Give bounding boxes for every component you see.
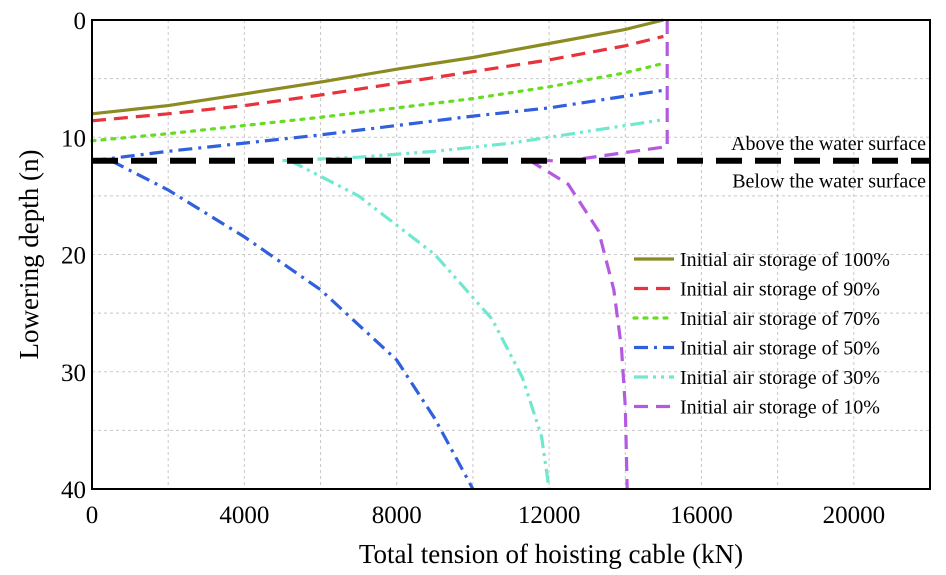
grid-layer [92,20,930,489]
annotation-1: Above the water surface [731,133,926,155]
x-tick-label: 20000 [823,502,886,529]
x-axis-label: Total tension of hoisting cable (kN) [359,539,743,569]
series-line-6 [524,20,669,490]
annotation-2: Below the water surface [732,171,926,193]
legend-label-6: Initial air storage of 10% [680,397,880,419]
x-tick-label: 4000 [219,502,269,529]
x-tick-label: 0 [86,502,99,529]
y-axis-label: Lowering depth (n) [14,150,44,360]
legend-label-5: Initial air storage of 30% [680,367,880,389]
x-tick-label: 12000 [518,502,581,529]
legend-label-2: Initial air storage of 90% [680,279,880,301]
annotation-layer: Above the water surface Below the water s… [731,133,926,193]
tick-layer: 0 4000 8000 12000 16000 20000 0 10 20 30 40 [61,8,885,529]
y-tick-label: 30 [61,360,86,387]
legend-label-3: Initial air storage of 70% [680,308,880,330]
plot-frame [91,19,931,490]
y-tick-label: 10 [61,125,86,152]
series-line-1 [91,18,664,116]
series-line-5 [289,159,551,490]
y-tick-label: 20 [61,243,86,270]
y-tick-label: 40 [61,477,86,504]
series-line-3 [90,61,665,143]
series-line-4 [91,88,664,163]
series-line-2 [91,34,664,123]
legend-label-4: Initial air storage of 50% [680,338,880,360]
y-tick-label: 0 [74,8,87,35]
x-tick-label: 16000 [670,502,733,529]
x-tick-label: 8000 [372,502,422,529]
series-line-4 [110,159,475,490]
legend: Initial air storage of 100% Initial air s… [632,249,890,419]
legend-label-1: Initial air storage of 100% [680,249,890,271]
